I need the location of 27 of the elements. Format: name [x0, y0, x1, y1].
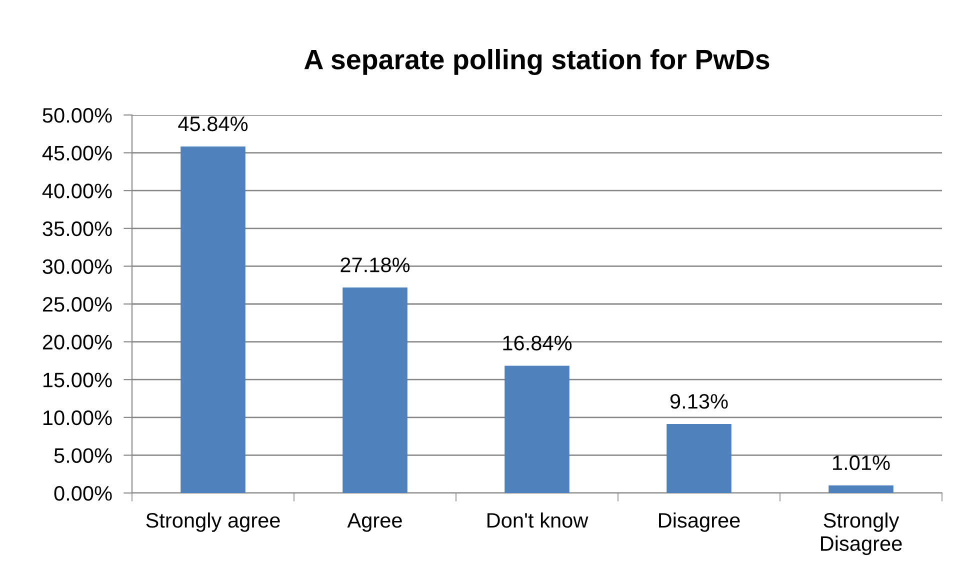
y-tick-label: 45.00%	[42, 146, 112, 161]
y-tick-label: 40.00%	[42, 184, 112, 198]
x-tick-label: Agree	[347, 513, 402, 532]
y-tick-label: 30.00%	[42, 259, 112, 274]
bar	[828, 485, 894, 493]
bar	[666, 424, 732, 493]
data-label: 27.18%	[340, 258, 410, 272]
chart-title: A separate polling station for PwDs	[304, 48, 770, 76]
y-tick-label: 10.00%	[43, 410, 112, 426]
bar	[180, 146, 246, 493]
data-label: 16.84%	[503, 336, 572, 350]
x-tick-label: Disagree	[659, 512, 740, 532]
data-label: 9.13%	[670, 394, 728, 409]
y-tick-label: 35.00%	[42, 221, 112, 236]
data-label: 1.01%	[833, 455, 890, 470]
y-tick-label: 20.00%	[42, 334, 112, 350]
x-tick-label: Strongly agree	[146, 512, 280, 532]
bar	[342, 288, 408, 493]
x-tick-label: Strongly Disagree	[821, 512, 902, 556]
y-tick-label: 25.00%	[42, 297, 112, 312]
data-label: 45.84%	[178, 116, 248, 132]
y-tick-label: 50.00%	[42, 108, 112, 123]
x-tick-label: Don't know	[488, 512, 588, 528]
y-tick-label: 0.00%	[54, 486, 112, 501]
bar	[504, 366, 570, 493]
y-tick-label: 15.00%	[43, 372, 112, 388]
y-tick-label: 5.00%	[54, 448, 112, 463]
